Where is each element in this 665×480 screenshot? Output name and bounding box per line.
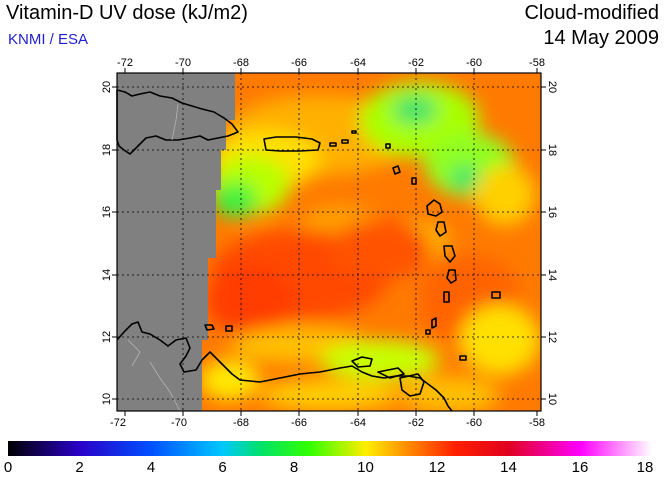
margarita-island (351, 356, 373, 368)
lon-top-label: -72 (117, 57, 133, 69)
colorbar-label: 0 (3, 459, 13, 476)
lat-left-label: 10 (101, 393, 113, 405)
colorbar-label: 6 (218, 459, 227, 476)
island-martinique (443, 245, 456, 263)
lon-top-label: -66 (291, 57, 307, 69)
lat-right-label: 16 (546, 206, 558, 218)
lon-bottom-label: -70 (171, 417, 187, 429)
uv-field-patterns (200, 82, 540, 411)
uv-field (117, 73, 541, 411)
colorbar-label: 4 (146, 459, 156, 476)
uv-dose-map: -72 -70 -68 -66 -64 -62 -60 -58 -72 -70 … (101, 57, 558, 429)
product-label: Cloud-modified (524, 2, 659, 24)
island-barbados (491, 291, 501, 299)
lat-left-label: 18 (101, 144, 113, 156)
virgin-islands (329, 130, 357, 147)
island-st-lucia (446, 269, 457, 284)
colorbar-label: 16 (571, 459, 589, 476)
colorbar-label: 8 (289, 459, 299, 476)
lon-top-label: -60 (466, 57, 482, 69)
lat-right-label: 10 (546, 393, 558, 405)
lat-right-label: 12 (546, 331, 558, 343)
colorbar-label: 2 (75, 459, 84, 476)
lat-left-label: 16 (101, 206, 113, 218)
colorbar-label: 12 (428, 459, 446, 476)
lon-labels-top: -72 -70 -68 -66 -64 -62 -60 -58 (117, 57, 545, 69)
island-tobago (459, 355, 467, 361)
colombia-venezuela-border (149, 361, 181, 412)
lon-bottom-label: -68 (233, 417, 249, 429)
lat-right-label: 18 (546, 144, 558, 156)
lat-labels-right: 20 18 16 14 12 10 (546, 81, 558, 405)
map-title: Vitamin-D UV dose (kJ/m2) (6, 2, 248, 24)
lon-labels-bottom: -72 -70 -68 -66 -64 -62 -60 -58 (110, 417, 545, 429)
lon-bottom-label: -58 (529, 417, 545, 429)
tick-marks (112, 68, 546, 416)
lat-lon-grid (117, 73, 541, 411)
lat-left-label: 12 (101, 331, 113, 343)
credit-label: KNMI / ESA (8, 31, 89, 48)
colorbar-label: 14 (500, 459, 517, 476)
inland-border (127, 339, 141, 367)
lon-bottom-label: -72 (110, 417, 126, 429)
puerto-rico-coast (263, 136, 321, 152)
map-frame (116, 72, 542, 412)
island-st-vincent (443, 291, 450, 303)
paria-peninsula (377, 367, 405, 379)
lon-top-label: -58 (529, 57, 545, 69)
haiti-dr-border (171, 103, 179, 141)
lon-top-label: -70 (175, 57, 191, 69)
abc-islands (204, 324, 233, 332)
lon-bottom-label: -62 (408, 417, 424, 429)
lat-left-label: 14 (101, 269, 113, 281)
lon-bottom-label: -66 (291, 417, 307, 429)
colorbar-label: 18 (636, 459, 654, 476)
lon-top-label: -68 (233, 57, 249, 69)
coastlines (116, 89, 501, 412)
date-label: 14 May 2009 (543, 27, 659, 49)
country-borders (127, 103, 181, 412)
hispaniola-coast (116, 89, 239, 155)
lat-right-label: 20 (546, 81, 558, 93)
lon-top-label: -64 (350, 57, 366, 69)
trinidad-coast (399, 373, 425, 397)
lat-left-label: 20 (101, 81, 113, 93)
lon-bottom-label: -64 (350, 417, 366, 429)
lon-bottom-label: -60 (466, 417, 482, 429)
lat-right-label: 14 (546, 269, 558, 281)
island-anguilla (385, 143, 391, 149)
colorbar (8, 441, 652, 456)
lat-labels-left: 20 18 16 14 12 10 (101, 81, 113, 405)
colorbar-label: 10 (357, 459, 374, 476)
island-dominica (435, 221, 447, 237)
island-grenadines (425, 317, 437, 335)
island-st-kitts (392, 165, 401, 175)
lon-top-label: -62 (408, 57, 424, 69)
